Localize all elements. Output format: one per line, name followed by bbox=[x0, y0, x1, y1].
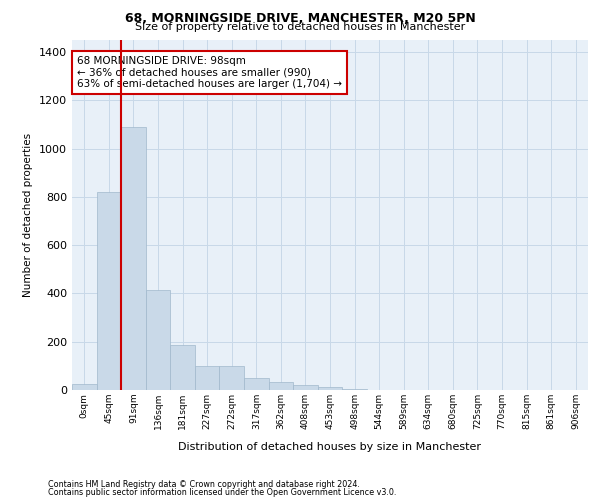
Text: Contains public sector information licensed under the Open Government Licence v3: Contains public sector information licen… bbox=[48, 488, 397, 497]
Bar bbox=[342, 389, 367, 390]
Bar bbox=[170, 346, 195, 390]
Bar bbox=[195, 366, 220, 390]
Text: Size of property relative to detached houses in Manchester: Size of property relative to detached ho… bbox=[135, 22, 465, 32]
Bar bbox=[97, 192, 121, 390]
Text: 68, MORNINGSIDE DRIVE, MANCHESTER, M20 5PN: 68, MORNINGSIDE DRIVE, MANCHESTER, M20 5… bbox=[125, 12, 475, 24]
Bar bbox=[121, 127, 146, 390]
Y-axis label: Number of detached properties: Number of detached properties bbox=[23, 133, 34, 297]
Bar bbox=[293, 384, 318, 390]
Bar bbox=[318, 387, 342, 390]
Bar bbox=[220, 366, 244, 390]
Bar bbox=[146, 290, 170, 390]
Bar bbox=[269, 382, 293, 390]
Text: 68 MORNINGSIDE DRIVE: 98sqm
← 36% of detached houses are smaller (990)
63% of se: 68 MORNINGSIDE DRIVE: 98sqm ← 36% of det… bbox=[77, 56, 342, 89]
Text: Contains HM Land Registry data © Crown copyright and database right 2024.: Contains HM Land Registry data © Crown c… bbox=[48, 480, 360, 489]
Bar bbox=[72, 384, 97, 390]
Bar bbox=[244, 378, 269, 390]
Text: Distribution of detached houses by size in Manchester: Distribution of detached houses by size … bbox=[179, 442, 482, 452]
